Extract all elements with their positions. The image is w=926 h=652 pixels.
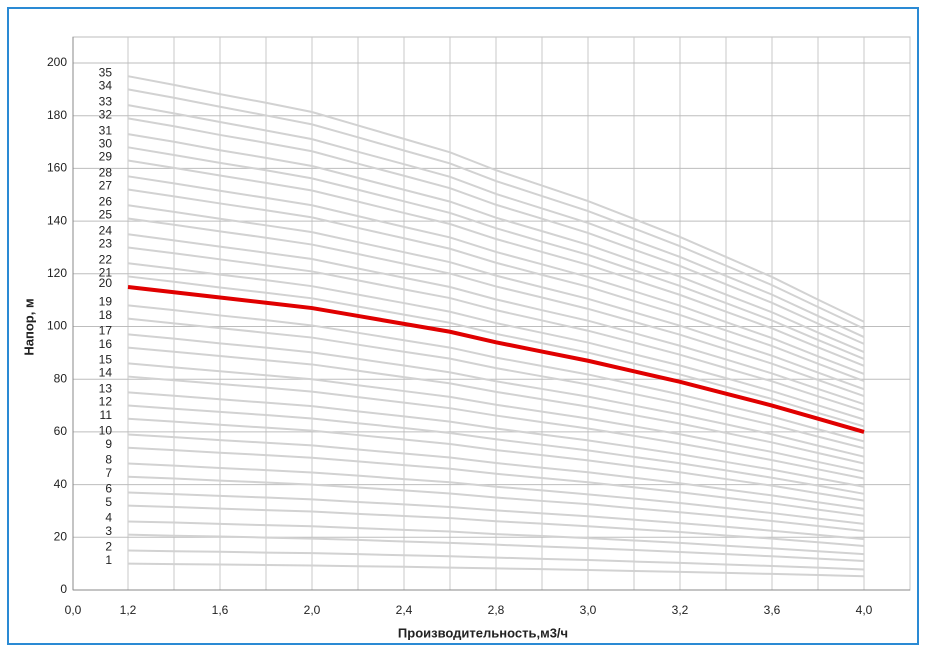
series-label: 3 — [105, 524, 112, 538]
series-label: 20 — [99, 276, 113, 290]
x-tick-label: 2,4 — [396, 603, 413, 617]
series-label: 5 — [105, 495, 112, 509]
y-tick-label: 200 — [47, 55, 67, 69]
series-line — [127, 475, 865, 532]
series-label: 6 — [105, 482, 112, 496]
x-tick-label: 2,0 — [304, 603, 321, 617]
series-line — [127, 491, 865, 541]
x-tick-label: 0,0 — [65, 603, 82, 617]
x-tick-label: 3,0 — [580, 603, 597, 617]
series-label: 13 — [99, 382, 113, 396]
y-tick-label: 40 — [54, 477, 68, 491]
series-label: 14 — [99, 366, 113, 380]
series-line — [127, 375, 865, 480]
series-line — [127, 104, 865, 338]
y-tick-label: 80 — [54, 371, 68, 385]
series-label: 34 — [99, 79, 113, 93]
series-label: 23 — [99, 237, 113, 251]
series-line — [127, 533, 865, 563]
series-label: 7 — [105, 466, 112, 480]
series-line — [127, 404, 865, 495]
series-line — [127, 284, 865, 434]
series-line — [127, 88, 865, 330]
series-line — [127, 446, 865, 517]
series-line — [127, 204, 865, 391]
y-tick-label: 140 — [47, 213, 67, 227]
series-label: 30 — [99, 136, 113, 150]
series-label: 29 — [99, 150, 113, 164]
series-line — [127, 117, 865, 345]
series-line — [127, 159, 865, 367]
series-label: 19 — [99, 295, 113, 309]
series-label: 12 — [99, 395, 113, 409]
x-tick-label: 3,2 — [672, 603, 689, 617]
y-tick-label: 60 — [54, 424, 68, 438]
series-line — [127, 317, 865, 450]
y-tick-label: 180 — [47, 108, 67, 122]
series-label: 26 — [99, 194, 113, 208]
series-label: 24 — [99, 223, 113, 237]
x-axis-title: Производительность,м3/ч — [398, 625, 568, 640]
y-axis-title: Напор, м — [21, 298, 36, 355]
series-label: 31 — [99, 123, 113, 137]
series-label: 25 — [99, 208, 113, 222]
series-line — [127, 417, 865, 502]
series-line — [127, 462, 865, 525]
series-line — [127, 362, 865, 473]
series-label: 11 — [100, 408, 113, 422]
series-line — [127, 304, 865, 443]
x-tick-label: 4,0 — [856, 603, 873, 617]
series-label: 9 — [105, 437, 112, 451]
series-line — [127, 504, 865, 547]
series-label: 32 — [99, 108, 113, 122]
series-label: 21 — [99, 266, 113, 280]
series-line — [127, 549, 865, 571]
series-label: 16 — [99, 337, 113, 351]
series-label: 22 — [99, 252, 113, 266]
series-line — [127, 75, 865, 323]
series-line — [127, 391, 865, 488]
y-tick-label: 0 — [60, 582, 67, 596]
series-label: 10 — [99, 424, 113, 438]
series-line — [127, 562, 865, 578]
series-line — [127, 175, 865, 375]
series-label: 28 — [99, 165, 113, 179]
series-label: 1 — [105, 553, 112, 567]
y-tick-label: 20 — [54, 529, 68, 543]
series-label: 27 — [99, 179, 113, 193]
series-line — [127, 133, 865, 353]
y-tick-label: 100 — [47, 319, 67, 333]
x-tick-label: 3,6 — [764, 603, 781, 617]
series-line — [127, 146, 865, 360]
series-label: 8 — [105, 453, 112, 467]
series-label: 17 — [99, 324, 113, 338]
x-tick-label: 1,2 — [120, 603, 137, 617]
series-line — [127, 433, 865, 510]
series-label: 18 — [99, 308, 113, 322]
series-line — [127, 217, 865, 398]
x-tick-label: 1,6 — [212, 603, 229, 617]
series-line — [127, 275, 865, 428]
series-line — [127, 520, 865, 556]
series-line — [127, 233, 865, 406]
series-line — [127, 262, 865, 421]
series-line — [127, 188, 865, 382]
y-tick-label: 160 — [47, 161, 67, 175]
series-label: 15 — [99, 353, 113, 367]
series-label: 33 — [99, 94, 113, 108]
series-label: 4 — [105, 511, 112, 525]
series-line — [127, 333, 865, 458]
series-line — [127, 346, 865, 465]
series-line — [127, 246, 865, 413]
x-tick-label: 2,8 — [488, 603, 505, 617]
series-label: 2 — [105, 540, 112, 554]
series-label: 35 — [99, 65, 113, 79]
y-tick-label: 120 — [47, 266, 67, 280]
